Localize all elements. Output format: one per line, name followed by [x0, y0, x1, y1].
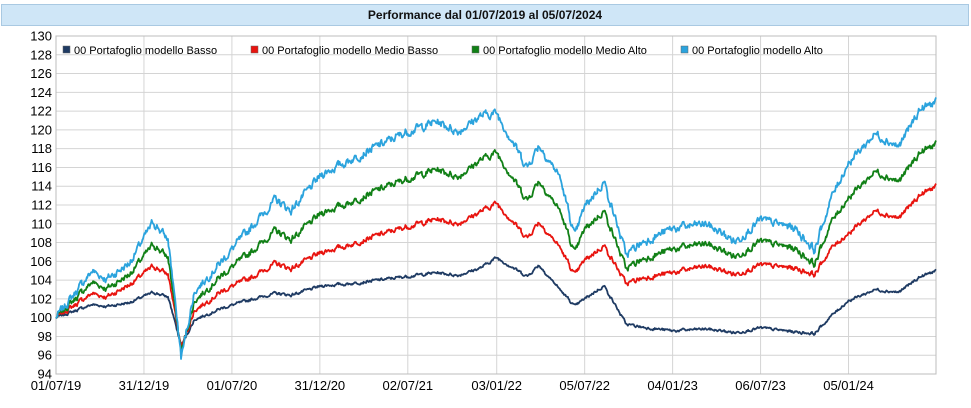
y-tick-label: 98	[38, 329, 52, 344]
y-tick-label: 108	[30, 235, 52, 250]
y-tick-label: 106	[30, 254, 52, 269]
x-tick-label: 05/07/22	[559, 378, 610, 393]
y-tick-label: 122	[30, 104, 52, 119]
y-tick-label: 128	[30, 47, 52, 62]
x-tick-label: 31/12/20	[295, 378, 346, 393]
x-tick-label: 31/12/19	[119, 378, 170, 393]
x-tick-label: 05/01/24	[823, 378, 874, 393]
legend-label: 00 Portafoglio modello Medio Alto	[483, 45, 647, 57]
legend-label: 00 Portafoglio modello Alto	[692, 45, 823, 57]
chart-title: Performance dal 01/07/2019 al 05/07/2024	[1, 4, 969, 26]
series-line	[55, 183, 937, 350]
legend-label: 00 Portafoglio modello Medio Basso	[262, 45, 438, 57]
y-tick-label: 94	[38, 367, 52, 382]
y-tick-label: 130	[30, 29, 52, 44]
y-tick-label: 116	[31, 160, 52, 175]
series-line	[55, 256, 937, 348]
y-tick-label: 110	[31, 216, 52, 231]
x-tick-label: 03/01/22	[471, 378, 522, 393]
x-tick-label: 02/07/21	[383, 378, 434, 393]
x-tick-label: 01/07/19	[31, 378, 82, 393]
y-tick-label: 112	[31, 198, 52, 213]
x-tick-label: 04/01/23	[647, 378, 698, 393]
x-tick-label: 01/07/20	[207, 378, 258, 393]
y-tick-label: 102	[30, 291, 52, 306]
legend-swatch	[680, 45, 689, 54]
y-tick-label: 126	[30, 66, 52, 81]
y-tick-label: 118	[31, 141, 52, 156]
legend-swatch	[62, 45, 71, 54]
plot-border	[55, 35, 937, 375]
y-tick-label: 100	[30, 310, 52, 325]
x-tick-label: 06/07/23	[735, 378, 786, 393]
series-line	[55, 97, 937, 360]
y-tick-label: 124	[30, 85, 52, 100]
y-tick-label: 120	[30, 122, 52, 137]
legend-swatch	[250, 45, 259, 54]
y-tick-label: 96	[38, 348, 52, 363]
legend-label: 00 Portafoglio modello Basso	[74, 45, 217, 57]
legend-swatch	[471, 45, 480, 54]
y-tick-label: 104	[30, 273, 52, 288]
series-line	[55, 140, 937, 355]
y-tick-label: 114	[31, 179, 52, 194]
